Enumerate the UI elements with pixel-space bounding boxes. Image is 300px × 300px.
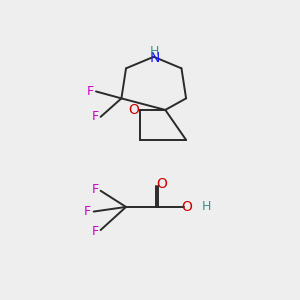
Text: H: H bbox=[150, 44, 160, 58]
Text: N: N bbox=[150, 51, 160, 65]
Text: O: O bbox=[129, 103, 140, 117]
Text: F: F bbox=[91, 183, 98, 196]
Text: F: F bbox=[84, 205, 91, 218]
Text: F: F bbox=[91, 225, 98, 238]
Text: O: O bbox=[181, 200, 192, 214]
Text: F: F bbox=[91, 110, 98, 123]
Text: O: O bbox=[156, 177, 167, 191]
Text: H: H bbox=[202, 200, 211, 213]
Text: F: F bbox=[87, 85, 94, 98]
